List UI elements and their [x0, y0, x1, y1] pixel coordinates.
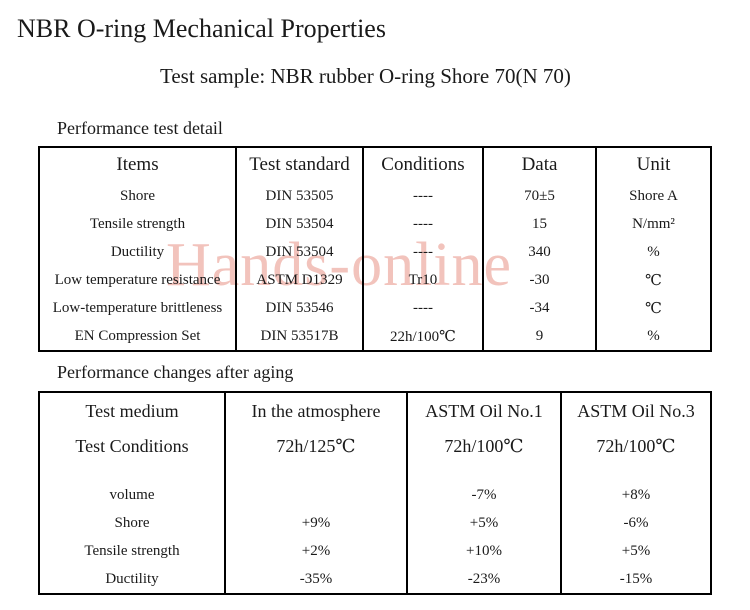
spacer [226, 463, 406, 481]
column-oil-no3: ASTM Oil No.3 72h/100℃ +8% -6% +5% -15% [562, 393, 710, 593]
table-cell: DIN 53546 [265, 299, 334, 316]
column-header-oil-no3: ASTM Oil No.3 [577, 400, 695, 421]
column-oil-no1: ASTM Oil No.1 72h/100℃ -7% +5% +10% -23% [408, 393, 562, 593]
table-cell: % [647, 327, 660, 344]
column-test-medium: Test medium Test Conditions volume Shore… [40, 393, 226, 593]
column-header-oil-no1-conditions: 72h/100℃ [444, 435, 524, 456]
column-conditions: Conditions ---- ---- ---- Tr10 ---- 22h/… [364, 148, 484, 350]
table-cell: N/mm² [632, 215, 675, 232]
table-cell: volume [109, 486, 155, 503]
aging-table: Test medium Test Conditions volume Shore… [38, 391, 712, 595]
table-cell: -23% [467, 570, 501, 587]
table-cell: ASTM D1329 [256, 271, 343, 288]
spacer [408, 463, 560, 481]
column-test-standard: Test standard DIN 53505 DIN 53504 DIN 53… [237, 148, 364, 350]
table-cell: ---- [413, 215, 433, 232]
table-cell [226, 481, 406, 509]
column-header-oil-no1: ASTM Oil No.1 [425, 400, 543, 421]
table-cell: +9% [301, 514, 331, 531]
column-header-test-standard: Test standard [249, 154, 350, 175]
table-cell: 22h/100℃ [390, 328, 456, 345]
table-cell: Shore [120, 187, 155, 204]
table-cell: ---- [413, 187, 433, 204]
table-cell: +5% [469, 514, 499, 531]
table-cell: +8% [621, 486, 651, 503]
table-cell: 70±5 [524, 187, 555, 204]
table-cell: -7% [471, 486, 497, 503]
column-header-atmosphere-conditions: 72h/125℃ [276, 435, 356, 456]
table-cell: +2% [301, 542, 331, 559]
table-cell: Shore [114, 514, 150, 531]
column-header-test-conditions: Test Conditions [75, 435, 189, 456]
column-header-unit: Unit [636, 154, 671, 175]
section-heading-performance-test: Performance test detail [57, 118, 223, 138]
table-cell: ℃ [645, 300, 662, 317]
test-sample-subtitle: Test sample: NBR rubber O-ring Shore 70(… [160, 64, 571, 88]
column-atmosphere: In the atmosphere 72h/125℃ +9% +2% -35% [226, 393, 408, 593]
spacer [562, 463, 710, 481]
column-header-oil-no3-conditions: 72h/100℃ [596, 435, 676, 456]
table-cell: Tensile strength [89, 215, 186, 232]
table-cell: 9 [535, 327, 544, 344]
column-items: Items Shore Tensile strength Ductility L… [40, 148, 237, 350]
table-cell: Tr10 [408, 271, 438, 288]
table-cell: % [647, 243, 660, 260]
table-cell: -15% [619, 570, 653, 587]
column-header-atmosphere: In the atmosphere [251, 400, 381, 421]
table-cell: 15 [532, 215, 547, 232]
table-cell: Ductility [105, 570, 159, 587]
table-cell: -35% [299, 570, 333, 587]
table-cell: ---- [413, 243, 433, 260]
section-heading-aging: Performance changes after aging [57, 362, 294, 382]
table-cell: DIN 53505 [265, 187, 334, 204]
column-header-test-medium: Test medium [85, 400, 179, 421]
page-title: NBR O-ring Mechanical Properties [17, 14, 386, 43]
column-header-conditions: Conditions [381, 154, 465, 175]
table-cell: -6% [623, 514, 649, 531]
table-cell: Tensile strength [84, 542, 180, 559]
table-cell: DIN 53504 [265, 243, 334, 260]
table-cell: +5% [621, 542, 651, 559]
column-header-items: Items [116, 154, 159, 175]
column-header-data: Data [521, 154, 558, 175]
table-cell: 340 [528, 243, 551, 260]
table-cell: -34 [529, 299, 550, 316]
table-cell: ---- [413, 299, 433, 316]
table-cell: DIN 53517B [260, 327, 339, 344]
table-cell: Ductility [110, 243, 165, 260]
table-cell: +10% [466, 542, 502, 559]
table-cell: EN Compression Set [74, 327, 201, 344]
table-cell: ℃ [645, 272, 662, 289]
table-cell: -30 [529, 271, 550, 288]
table-cell: Shore A [629, 187, 678, 204]
performance-test-table: Items Shore Tensile strength Ductility L… [38, 146, 712, 352]
table-cell: Low temperature resistance [54, 271, 221, 288]
column-unit: Unit Shore A N/mm² % ℃ ℃ % [597, 148, 710, 350]
table-cell: Low-temperature brittleness [52, 299, 223, 316]
column-data: Data 70±5 15 340 -30 -34 9 [484, 148, 597, 350]
spacer [40, 463, 224, 481]
table-cell: DIN 53504 [265, 215, 334, 232]
